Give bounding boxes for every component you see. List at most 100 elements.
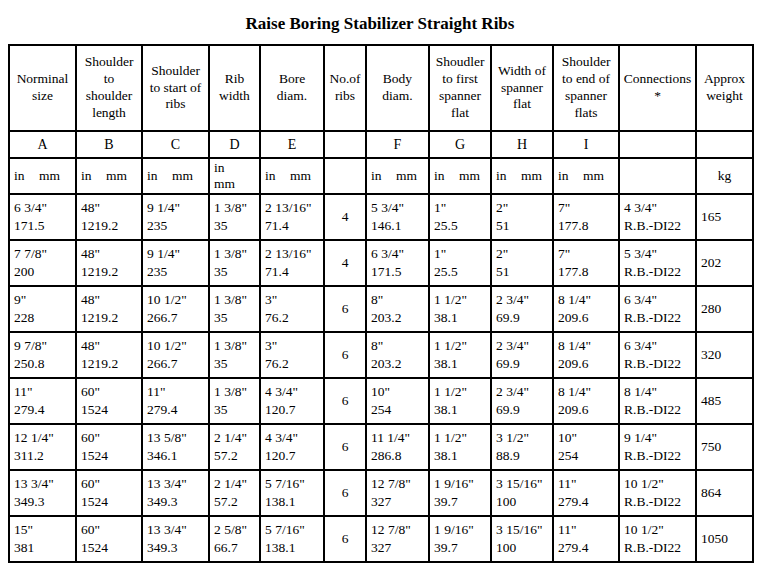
cell-line: 138.1 <box>265 539 319 557</box>
cell-line: 38.1 <box>434 355 486 373</box>
cell-line: 10 1/2" <box>147 337 204 355</box>
cell-line: 25.5 <box>434 217 486 235</box>
cell-line: 266.7 <box>147 309 204 327</box>
table-cell: 6 <box>324 516 366 562</box>
table-cell: 11"279.4 <box>553 516 619 562</box>
cell-line: 5 3/4" <box>624 245 691 263</box>
table-cell: 280 <box>696 286 753 332</box>
column-letter <box>619 131 696 158</box>
cell-line: 1" <box>434 199 486 217</box>
cell-line: 2 1/4" <box>214 475 255 493</box>
cell-line: 1 3/8" <box>214 291 255 309</box>
cell-line: 346.1 <box>147 447 204 465</box>
table-cell: 2 3/4"69.9 <box>491 332 553 378</box>
cell-line: 1 1/2" <box>434 383 486 401</box>
cell-line: R.B.-DI22 <box>624 217 691 235</box>
cell-line: 57.2 <box>214 447 255 465</box>
cell-line: 6 3/4" <box>371 245 424 263</box>
cell-line: 13 3/4" <box>14 475 71 493</box>
table-cell: 1 3/8"35 <box>209 332 260 378</box>
table-cell: 8"203.2 <box>366 286 429 332</box>
table-cell: 9"228 <box>9 286 76 332</box>
cell-line: 69.9 <box>496 309 548 327</box>
cell-line: 266.7 <box>147 355 204 373</box>
table-cell: 11"279.4 <box>142 378 209 424</box>
table-cell: 9 1/4"R.B.-DI22 <box>619 424 696 470</box>
column-letter: A <box>9 131 76 158</box>
cell-line: 39.7 <box>434 493 486 511</box>
table-cell: 3"76.2 <box>260 332 324 378</box>
cell-line: 1 9/16" <box>434 475 486 493</box>
cell-line: 2 3/4" <box>496 337 548 355</box>
table-cell: 48"1219.2 <box>76 286 142 332</box>
column-letter: B <box>76 131 142 158</box>
cell-line: 4 <box>329 254 361 272</box>
cell-line: 12 1/4" <box>14 429 71 447</box>
cell-line: 35 <box>214 309 255 327</box>
cell-line: 13 3/4" <box>147 521 204 539</box>
cell-line: 177.8 <box>558 217 614 235</box>
cell-line: 57.2 <box>214 493 255 511</box>
cell-line: 69.9 <box>496 355 548 373</box>
cell-line: 66.7 <box>214 539 255 557</box>
cell-line: 11" <box>14 383 71 401</box>
cell-line: 6 3/4" <box>624 337 691 355</box>
cell-line: 485 <box>701 392 748 410</box>
table-cell: 165 <box>696 194 753 240</box>
table-cell: 8"203.2 <box>366 332 429 378</box>
cell-line: 51 <box>496 263 548 281</box>
column-header: Approx weight <box>696 45 753 131</box>
table-cell: 485 <box>696 378 753 424</box>
table-cell: 6 <box>324 470 366 516</box>
cell-line: 138.1 <box>265 493 319 511</box>
cell-line: 209.6 <box>558 309 614 327</box>
table-cell: 6 <box>324 332 366 378</box>
table-cell: 1050 <box>696 516 753 562</box>
table-row: 11"279.460"152411"279.41 3/8"354 3/4"120… <box>9 378 753 424</box>
column-letter: I <box>553 131 619 158</box>
cell-line: 250.8 <box>14 355 71 373</box>
table-cell: 2"51 <box>491 240 553 286</box>
table-cell: 13 3/4"349.3 <box>9 470 76 516</box>
table-cell: 5 7/16"138.1 <box>260 470 324 516</box>
cell-line: 1 3/8" <box>214 337 255 355</box>
unit-cell <box>619 158 696 194</box>
cell-line: 12 7/8" <box>371 521 424 539</box>
cell-line: 35 <box>214 263 255 281</box>
cell-line: 2" <box>496 245 548 263</box>
cell-line: 35 <box>214 217 255 235</box>
table-cell: 2 13/16"71.4 <box>260 240 324 286</box>
table-cell: 3 15/16"100 <box>491 516 553 562</box>
cell-line: 35 <box>214 355 255 373</box>
cell-line: 2 13/16" <box>265 245 319 263</box>
cell-line: 2" <box>496 199 548 217</box>
table-cell: 8 1/4"R.B.-DI22 <box>619 378 696 424</box>
table-cell: 9 1/4"235 <box>142 240 209 286</box>
cell-line: 200 <box>14 263 71 281</box>
cell-line: 100 <box>496 539 548 557</box>
column-letter: C <box>142 131 209 158</box>
table-cell: 12 1/4"311.2 <box>9 424 76 470</box>
cell-line: R.B.-DI22 <box>624 401 691 419</box>
cell-line: 171.5 <box>371 263 424 281</box>
cell-line: 60" <box>81 475 137 493</box>
cell-line: 60" <box>81 521 137 539</box>
column-letter: H <box>491 131 553 158</box>
cell-line: 10 1/2" <box>147 291 204 309</box>
units-row: in mm in mm in mm in mm in mm in mm in m… <box>9 158 753 194</box>
unit-cell: in mm <box>76 158 142 194</box>
table-cell: 1"25.5 <box>429 194 491 240</box>
table-cell: 1 9/16"39.7 <box>429 470 491 516</box>
table-cell: 3"76.2 <box>260 286 324 332</box>
cell-line: 51 <box>496 217 548 235</box>
cell-line: 60" <box>81 383 137 401</box>
cell-line: 146.1 <box>371 217 424 235</box>
column-letter: D <box>209 131 260 158</box>
cell-line: 5 7/16" <box>265 521 319 539</box>
cell-line: 10" <box>371 383 424 401</box>
table-cell: 2 1/4"57.2 <box>209 424 260 470</box>
column-letter: F <box>366 131 429 158</box>
cell-line: 3 15/16" <box>496 521 548 539</box>
table-cell: 48"1219.2 <box>76 240 142 286</box>
table-cell: 1 9/16"39.7 <box>429 516 491 562</box>
